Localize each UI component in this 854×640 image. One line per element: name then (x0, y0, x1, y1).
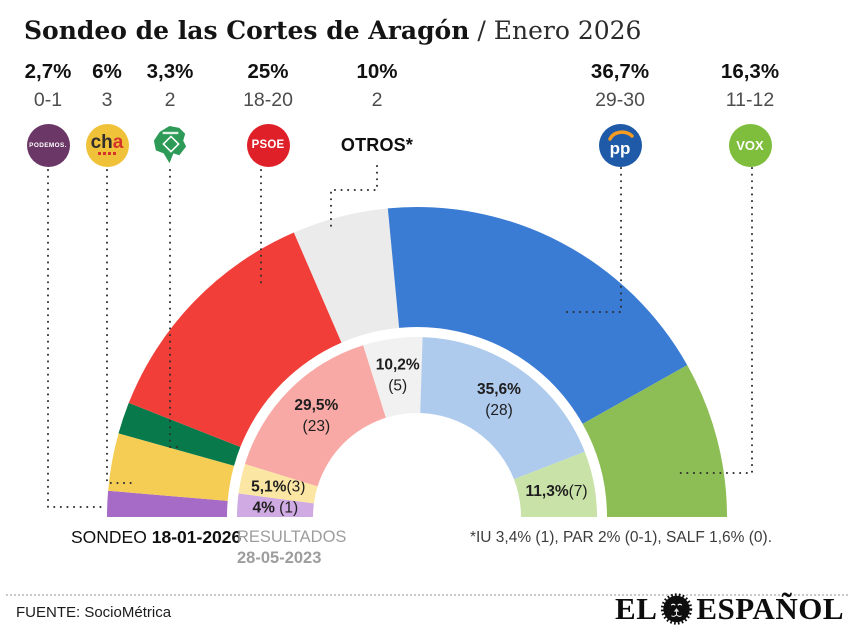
party-pct-vox: 16,3% (720, 60, 780, 83)
party-pct-otros: 10% (356, 60, 398, 83)
party-pct-pp: 36,7% (590, 60, 650, 83)
leader-line-podemos (47, 169, 105, 508)
party-pct-teruel-existe: 3,3% (146, 60, 194, 83)
inner-label-podemos: 4% (1) (252, 500, 298, 517)
party-logo-slot-podemos: PODEMOS. (0, 122, 103, 168)
party-seats-podemos: 0-1 (33, 89, 63, 111)
party-pct-cha: 6% (92, 60, 122, 83)
party-seats-cha: 3 (101, 89, 113, 111)
party-seats-otros: 2 (371, 89, 383, 111)
inner-segment-cha (238, 464, 318, 504)
inner-label-cha: 5,1%(3) (251, 479, 305, 496)
inner-segment-psoe (244, 345, 386, 487)
brand-el: EL (615, 591, 658, 626)
psoe-logo-text: PSOE (251, 139, 285, 151)
party-logo-slot-teruel-existe (115, 122, 225, 168)
page-title: Sondeo de las Cortes de Aragón / Enero 2… (24, 16, 641, 45)
inner-label-vox: 11,3%(7) (526, 483, 588, 500)
legend-resultados-date: 28-05-2023 (237, 549, 322, 567)
pp-logo: pp (598, 123, 642, 167)
outer-segment-pp (387, 207, 688, 424)
footer-separator (6, 594, 848, 596)
party-logo-slot-cha: cha (52, 122, 162, 168)
legend-sondeo-date: 18-01-2026 (151, 527, 242, 547)
footnote-otros: *IU 3,4% (1), PAR 2% (0-1), SALF 1,6% (0… (469, 529, 772, 546)
legend-resultados-prefix: RESULTADOS (237, 528, 347, 546)
outer-segment-cha (108, 433, 235, 501)
party-logo-slot-psoe: PSOE (213, 122, 323, 168)
party-logo-slot-vox: VOX (695, 122, 805, 168)
inner-segment-otros (363, 337, 423, 418)
pp-gaviota-icon (607, 129, 634, 141)
inner-segment-vox (513, 451, 597, 517)
title-period: / Enero 2026 (477, 16, 642, 45)
vox-logo: VOX (728, 123, 772, 167)
teruel-existe-logo-map (153, 125, 186, 163)
party-logo-slot-pp: pp (565, 122, 675, 168)
cha-logo-dots (98, 152, 116, 155)
inner-label-pp: 35,6% (28) (477, 381, 521, 419)
vox-logo-text: VOX (736, 137, 764, 153)
otros-label: OTROS* (340, 134, 414, 155)
legend-resultados: RESULTADOS 28-05-2023 (237, 527, 346, 569)
cha-logo: cha (85, 123, 129, 167)
inner-label-psoe: 29,5% (23) (294, 397, 338, 435)
inner-segment-pp (420, 337, 585, 480)
cha-logo-text: cha (90, 132, 124, 153)
teruel-existe-logo (149, 124, 192, 167)
party-seats-psoe: 18-20 (243, 89, 293, 111)
leader-line-otros (330, 165, 378, 233)
source-label: FUENTE: SocioMétrica (16, 604, 172, 621)
party-seats-teruel-existe: 2 (164, 89, 176, 111)
party-seats-vox: 11-12 (725, 89, 775, 111)
outer-segment-vox (582, 365, 727, 517)
lion-icon (661, 593, 693, 625)
pp-logo-text: pp (609, 139, 631, 158)
party-logo-slot-otros: OTROS* (322, 122, 432, 168)
outer-segment-podemos (107, 490, 228, 517)
podemos-logo-text: PODEMOS. (29, 141, 67, 149)
outer-segment-teruel-existe (118, 402, 241, 466)
brand-espanol: ESPAÑOL (696, 591, 844, 626)
inner-label-otros: 10,2% (5) (376, 356, 420, 394)
psoe-logo: PSOE (246, 123, 290, 167)
party-seats-pp: 29-30 (595, 89, 645, 111)
podemos-logo: PODEMOS. (26, 123, 70, 167)
cha-logo-a: a (112, 132, 124, 153)
leader-line-teruel-existe (169, 169, 184, 448)
cha-logo-ch: ch (90, 132, 113, 153)
el-espanol-logo: EL ESPAÑOL (615, 591, 844, 627)
title-main: Sondeo de las Cortes de Aragón (24, 16, 470, 45)
outer-segment-psoe (128, 232, 342, 448)
party-pct-podemos: 2,7% (24, 60, 72, 83)
legend-sondeo-prefix: SONDEO (71, 527, 147, 547)
inner-segment-podemos (237, 493, 314, 517)
legend-sondeo: SONDEO 18-01-2026 (71, 527, 241, 548)
party-pct-psoe: 25% (247, 60, 289, 83)
outer-segment-otros (293, 208, 400, 343)
